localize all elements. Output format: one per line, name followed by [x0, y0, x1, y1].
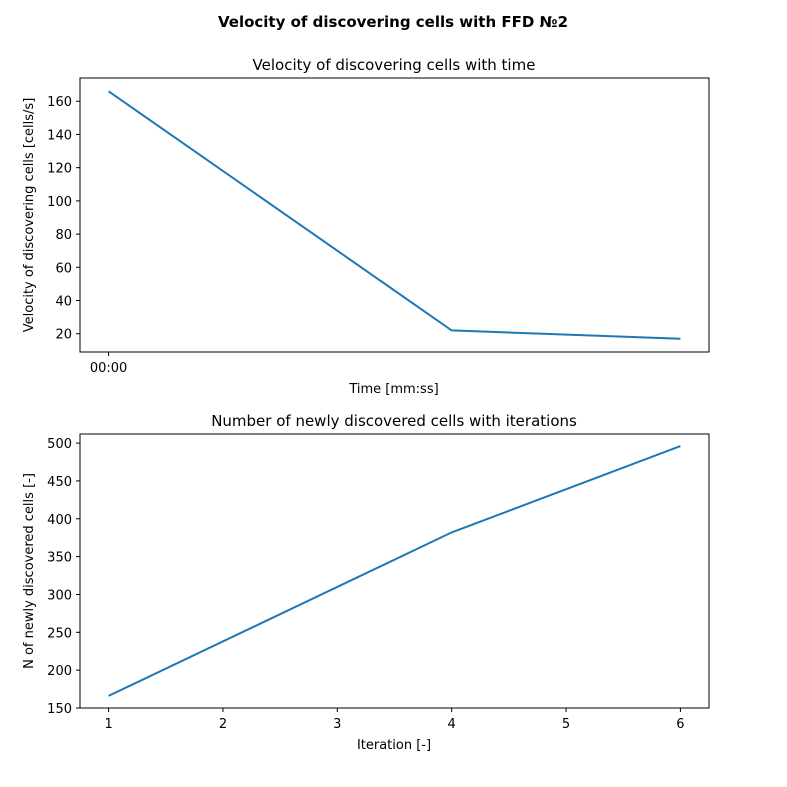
velocity-chart-ticks: 20 40 60 80 100 120 140 160 00:00	[47, 95, 127, 376]
new-cells-chart: Number of newly discovered cells with it…	[22, 412, 710, 753]
velocity-chart: Velocity of discovering cells with time …	[22, 56, 710, 397]
velocity-chart-ylabel: Velocity of discovering cells [cells/s]	[22, 98, 37, 333]
velocity-ytick-label: 20	[55, 328, 72, 343]
new-cells-chart-ticks: 150 200 250 300 350 400 450 500 1 2 3 4 5 6	[47, 437, 684, 732]
new-cells-ytick-label: 300	[47, 588, 72, 603]
new-cells-xtick-label: 2	[219, 717, 227, 732]
new-cells-chart-xlabel: Iteration [-]	[357, 738, 431, 753]
new-cells-xtick-label: 3	[333, 717, 341, 732]
new-cells-series-line	[108, 445, 681, 697]
new-cells-ytick-label: 450	[47, 475, 72, 490]
new-cells-ytick-label: 250	[47, 626, 72, 641]
new-cells-ytick-label: 350	[47, 551, 72, 566]
new-cells-ytick-label: 400	[47, 513, 72, 528]
velocity-ytick-label: 160	[47, 95, 72, 110]
new-cells-xtick-label: 1	[104, 717, 112, 732]
velocity-ytick-label: 100	[47, 195, 72, 210]
velocity-ytick-label: 80	[55, 228, 72, 243]
new-cells-ytick-label: 150	[47, 702, 72, 717]
new-cells-chart-title: Number of newly discovered cells with it…	[211, 412, 577, 430]
figure-suptitle: Velocity of discovering cells with FFD №…	[218, 13, 568, 31]
new-cells-xtick-label: 6	[676, 717, 684, 732]
new-cells-xtick-label: 4	[448, 717, 456, 732]
new-cells-ytick-label: 200	[47, 664, 72, 679]
velocity-chart-frame	[79, 77, 710, 353]
velocity-ytick-label: 40	[55, 295, 72, 310]
new-cells-chart-ylabel: N of newly discovered cells [-]	[22, 473, 37, 669]
new-cells-xtick-label: 5	[562, 717, 570, 732]
velocity-series-line	[108, 90, 681, 340]
velocity-ytick-label: 140	[47, 128, 72, 143]
velocity-ytick-label: 120	[47, 162, 72, 177]
new-cells-ytick-label: 500	[47, 437, 72, 452]
velocity-chart-xlabel: Time [mm:ss]	[348, 382, 438, 397]
velocity-chart-title: Velocity of discovering cells with time	[253, 56, 536, 74]
velocity-ytick-label: 60	[55, 261, 72, 276]
velocity-xtick-label: 00:00	[90, 361, 127, 376]
new-cells-chart-frame	[79, 433, 710, 709]
